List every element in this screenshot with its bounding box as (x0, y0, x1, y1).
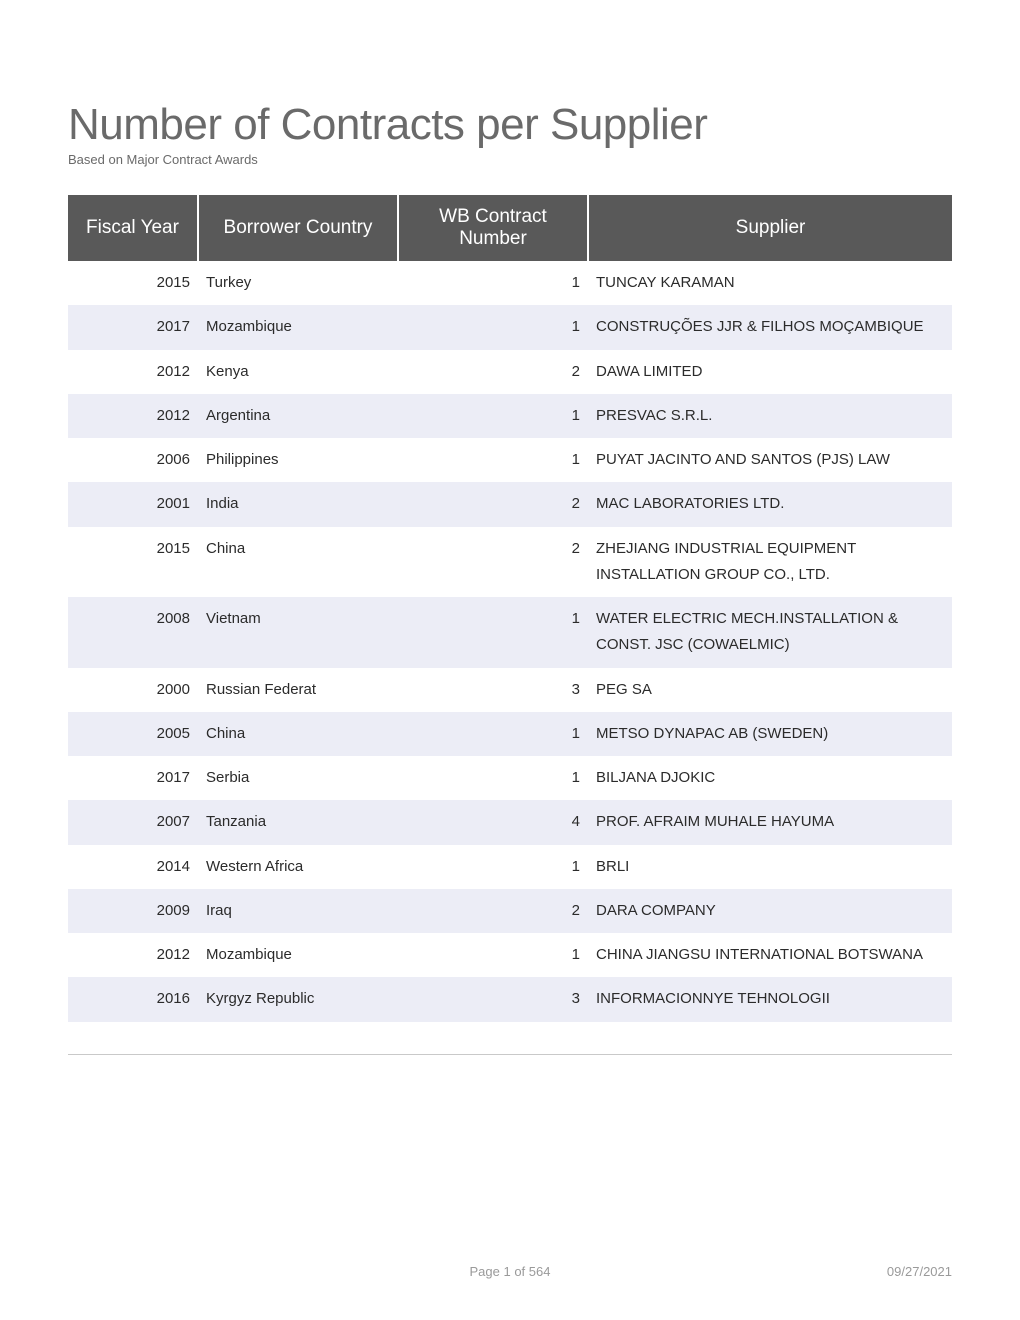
cell-supplier: MAC LABORATORIES LTD. (588, 482, 952, 526)
cell-fiscal-year: 2015 (68, 261, 198, 305)
table-header: Fiscal Year Borrower Country WB Contract… (68, 195, 952, 261)
table-row: 2012Argentina1PRESVAC S.R.L. (68, 394, 952, 438)
footer-divider (68, 1054, 952, 1055)
cell-fiscal-year: 2014 (68, 845, 198, 889)
cell-borrower-country: Turkey (198, 261, 398, 305)
cell-fiscal-year: 2017 (68, 756, 198, 800)
cell-fiscal-year: 2017 (68, 305, 198, 349)
cell-wb-contract-number: 3 (398, 977, 588, 1021)
cell-borrower-country: Argentina (198, 394, 398, 438)
report-page: Number of Contracts per Supplier Based o… (0, 0, 1020, 1055)
cell-supplier: TUNCAY KARAMAN (588, 261, 952, 305)
table-row: 2009Iraq2DARA COMPANY (68, 889, 952, 933)
cell-supplier: DAWA LIMITED (588, 350, 952, 394)
table-row: 2017Mozambique1CONSTRUÇÕES JJR & FILHOS … (68, 305, 952, 349)
cell-wb-contract-number: 1 (398, 394, 588, 438)
cell-borrower-country: Iraq (198, 889, 398, 933)
footer-date: 09/27/2021 (887, 1264, 952, 1279)
cell-wb-contract-number: 2 (398, 889, 588, 933)
cell-wb-contract-number: 1 (398, 438, 588, 482)
cell-borrower-country: Mozambique (198, 305, 398, 349)
cell-fiscal-year: 2008 (68, 597, 198, 668)
cell-supplier: BILJANA DJOKIC (588, 756, 952, 800)
table-row: 2007Tanzania4PROF. AFRAIM MUHALE HAYUMA (68, 800, 952, 844)
table-row: 2005China1METSO DYNAPAC AB (SWEDEN) (68, 712, 952, 756)
cell-fiscal-year: 2016 (68, 977, 198, 1021)
cell-borrower-country: Mozambique (198, 933, 398, 977)
cell-wb-contract-number: 1 (398, 712, 588, 756)
table-row: 2015Turkey1TUNCAY KARAMAN (68, 261, 952, 305)
table-row: 2006Philippines1PUYAT JACINTO AND SANTOS… (68, 438, 952, 482)
table-row: 2000Russian Federat3PEG SA (68, 668, 952, 712)
cell-borrower-country: Philippines (198, 438, 398, 482)
page-title: Number of Contracts per Supplier (68, 100, 952, 150)
cell-fiscal-year: 2009 (68, 889, 198, 933)
col-header-borrower-country: Borrower Country (198, 195, 398, 261)
cell-borrower-country: Vietnam (198, 597, 398, 668)
cell-wb-contract-number: 2 (398, 527, 588, 598)
cell-supplier: METSO DYNAPAC AB (SWEDEN) (588, 712, 952, 756)
cell-fiscal-year: 2012 (68, 394, 198, 438)
cell-borrower-country: India (198, 482, 398, 526)
cell-wb-contract-number: 2 (398, 482, 588, 526)
cell-supplier: PROF. AFRAIM MUHALE HAYUMA (588, 800, 952, 844)
table-row: 2017Serbia1BILJANA DJOKIC (68, 756, 952, 800)
table-row: 2016Kyrgyz Republic3INFORMACIONNYE TEHNO… (68, 977, 952, 1021)
cell-fiscal-year: 2001 (68, 482, 198, 526)
cell-supplier: DARA COMPANY (588, 889, 952, 933)
cell-fiscal-year: 2005 (68, 712, 198, 756)
cell-supplier: CONSTRUÇÕES JJR & FILHOS MOÇAMBIQUE (588, 305, 952, 349)
cell-fiscal-year: 2000 (68, 668, 198, 712)
cell-fiscal-year: 2006 (68, 438, 198, 482)
cell-borrower-country: Russian Federat (198, 668, 398, 712)
cell-wb-contract-number: 2 (398, 350, 588, 394)
cell-wb-contract-number: 1 (398, 261, 588, 305)
page-subtitle: Based on Major Contract Awards (68, 152, 952, 167)
cell-supplier: WATER ELECTRIC MECH.INSTALLATION & CONST… (588, 597, 952, 668)
cell-borrower-country: China (198, 712, 398, 756)
cell-borrower-country: Kyrgyz Republic (198, 977, 398, 1021)
col-header-supplier: Supplier (588, 195, 952, 261)
cell-borrower-country: China (198, 527, 398, 598)
table-row: 2012Kenya2DAWA LIMITED (68, 350, 952, 394)
col-header-fiscal-year: Fiscal Year (68, 195, 198, 261)
cell-fiscal-year: 2007 (68, 800, 198, 844)
cell-wb-contract-number: 1 (398, 305, 588, 349)
table-row: 2015China2ZHEJIANG INDUSTRIAL EQUIPMENT … (68, 527, 952, 598)
cell-borrower-country: Kenya (198, 350, 398, 394)
cell-supplier: INFORMACIONNYE TEHNOLOGII (588, 977, 952, 1021)
cell-borrower-country: Western Africa (198, 845, 398, 889)
cell-wb-contract-number: 1 (398, 845, 588, 889)
cell-fiscal-year: 2012 (68, 350, 198, 394)
cell-supplier: PEG SA (588, 668, 952, 712)
table-row: 2008Vietnam1WATER ELECTRIC MECH.INSTALLA… (68, 597, 952, 668)
cell-fiscal-year: 2015 (68, 527, 198, 598)
table-row: 2012Mozambique1CHINA JIANGSU INTERNATION… (68, 933, 952, 977)
cell-supplier: CHINA JIANGSU INTERNATIONAL BOTSWANA (588, 933, 952, 977)
cell-supplier: BRLI (588, 845, 952, 889)
table-row: 2014Western Africa1BRLI (68, 845, 952, 889)
footer-page-number: Page 1 of 564 (470, 1264, 551, 1279)
cell-wb-contract-number: 4 (398, 800, 588, 844)
cell-wb-contract-number: 1 (398, 756, 588, 800)
cell-wb-contract-number: 1 (398, 597, 588, 668)
cell-supplier: ZHEJIANG INDUSTRIAL EQUIPMENT INSTALLATI… (588, 527, 952, 598)
table-body: 2015Turkey1TUNCAY KARAMAN2017Mozambique1… (68, 261, 952, 1022)
cell-supplier: PUYAT JACINTO AND SANTOS (PJS) LAW (588, 438, 952, 482)
cell-fiscal-year: 2012 (68, 933, 198, 977)
cell-wb-contract-number: 3 (398, 668, 588, 712)
cell-wb-contract-number: 1 (398, 933, 588, 977)
cell-borrower-country: Serbia (198, 756, 398, 800)
contracts-table: Fiscal Year Borrower Country WB Contract… (68, 195, 952, 1022)
table-row: 2001India2MAC LABORATORIES LTD. (68, 482, 952, 526)
cell-supplier: PRESVAC S.R.L. (588, 394, 952, 438)
col-header-wb-contract-number: WB Contract Number (398, 195, 588, 261)
cell-borrower-country: Tanzania (198, 800, 398, 844)
